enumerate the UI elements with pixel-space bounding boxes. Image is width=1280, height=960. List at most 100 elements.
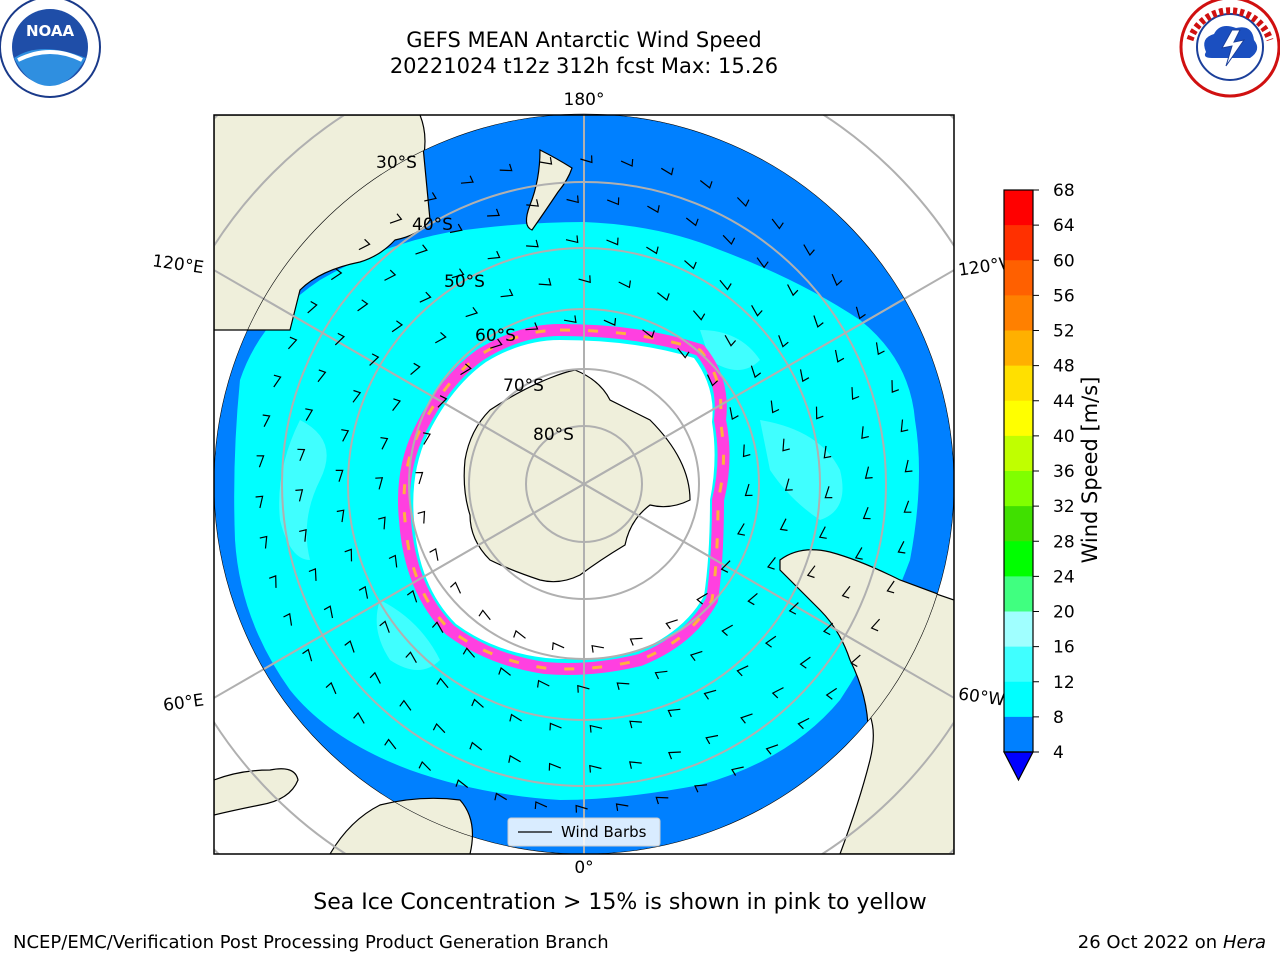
wind-barb bbox=[799, 656, 811, 669]
wind-barb bbox=[268, 575, 277, 588]
colorbar-tick-label: 4 bbox=[1053, 743, 1064, 763]
wind-barb bbox=[330, 268, 343, 281]
wind-barb bbox=[256, 455, 265, 468]
colorbar-tick-label: 28 bbox=[1053, 532, 1075, 552]
wind-barb bbox=[358, 585, 369, 599]
wind-barb bbox=[352, 389, 362, 403]
legend-label: Wind Barbs bbox=[561, 823, 647, 841]
wind-barb bbox=[750, 365, 762, 379]
wind-barb bbox=[307, 300, 318, 314]
wind-barb bbox=[449, 581, 462, 594]
colorbar-tick-label: 44 bbox=[1053, 392, 1075, 412]
wind-barb bbox=[513, 629, 526, 639]
wind-barb bbox=[353, 711, 365, 724]
wind-barb bbox=[262, 414, 271, 427]
colorbar-tick-label: 12 bbox=[1053, 673, 1075, 693]
wind-barb bbox=[606, 237, 619, 246]
colorbar-label: Wind Speed [m/s] bbox=[1078, 377, 1102, 564]
colorbar-tick-label: 32 bbox=[1053, 497, 1075, 517]
colorbar-segment bbox=[1004, 576, 1033, 612]
wind-barb bbox=[287, 336, 298, 350]
wind-barb bbox=[537, 679, 550, 688]
wind-barb bbox=[751, 305, 763, 317]
lat-label-80s: 80°S bbox=[533, 425, 574, 445]
wind-barb bbox=[685, 217, 699, 227]
colorbar-tick-label: 36 bbox=[1053, 462, 1075, 482]
wind-barb bbox=[358, 238, 371, 251]
wind-barb bbox=[703, 689, 717, 700]
wind-barb bbox=[509, 713, 522, 722]
colorbar-segment bbox=[1004, 330, 1033, 367]
wind-barb bbox=[788, 602, 799, 615]
wind-barb bbox=[526, 199, 539, 207]
wind-barb bbox=[797, 717, 810, 730]
colorbar-segment bbox=[1004, 716, 1033, 753]
wind-barb bbox=[317, 369, 327, 383]
antarctica-land bbox=[463, 369, 691, 583]
wind-barb bbox=[784, 478, 793, 491]
wind-barb bbox=[834, 349, 845, 363]
wind-barb bbox=[283, 612, 293, 626]
wind-barb bbox=[437, 395, 448, 408]
wind-barb bbox=[615, 803, 629, 811]
wind-barb bbox=[392, 398, 401, 411]
wind-barb bbox=[325, 681, 337, 695]
wind-barb bbox=[344, 640, 355, 653]
lon-label-60e: 60°E bbox=[162, 690, 205, 715]
wind-barb bbox=[684, 260, 697, 270]
wind-barb bbox=[575, 804, 588, 813]
wind-barb bbox=[824, 486, 833, 499]
wind-barb bbox=[460, 363, 472, 376]
wind-barb bbox=[462, 647, 476, 658]
wind-barb bbox=[900, 419, 909, 433]
wind-barb bbox=[803, 244, 815, 257]
wind-barb bbox=[419, 291, 432, 303]
wind-barb bbox=[705, 734, 719, 745]
lat-label-30s: 30°S bbox=[376, 153, 417, 173]
wind-barb bbox=[435, 331, 447, 344]
wind-barb bbox=[295, 489, 304, 502]
wind-barb bbox=[767, 557, 776, 570]
lon-label-180: 180° bbox=[564, 90, 605, 110]
colorbar-tick-label: 40 bbox=[1053, 427, 1075, 447]
wind-barb bbox=[667, 708, 681, 718]
wind-barb bbox=[692, 310, 706, 321]
wind-barb bbox=[549, 722, 562, 731]
colorbar-tick-label: 68 bbox=[1053, 181, 1075, 201]
wind-barb bbox=[655, 796, 669, 805]
wind-barb bbox=[823, 445, 832, 459]
wind-barb bbox=[806, 565, 816, 579]
wind-barb bbox=[855, 306, 866, 320]
colorbar-tick-label: 20 bbox=[1053, 603, 1075, 623]
latitude-labels: 30°S 40°S 50°S 60°S 70°S 80°S bbox=[376, 153, 574, 445]
wind-barb bbox=[357, 299, 369, 312]
wind-barb bbox=[500, 288, 514, 298]
wind-barb bbox=[369, 353, 380, 366]
wind-barb bbox=[799, 369, 810, 383]
colorbar-segment bbox=[1004, 506, 1033, 542]
wind-barb bbox=[815, 406, 824, 420]
footer-date: 26 Oct 2022 on Hera bbox=[1078, 932, 1266, 953]
wind-barb bbox=[779, 518, 788, 531]
wind-barb bbox=[297, 448, 306, 462]
colorbar-segment bbox=[1004, 541, 1033, 577]
wind-barb bbox=[417, 510, 426, 524]
wind-barb bbox=[721, 624, 733, 637]
wind-barb bbox=[886, 580, 895, 594]
wind-barb bbox=[436, 677, 449, 689]
wind-barb bbox=[469, 741, 483, 751]
wind-barb bbox=[657, 292, 670, 301]
colorbar-segment bbox=[1004, 295, 1033, 331]
wind-barb bbox=[499, 163, 513, 172]
chart-subtitle: 20221024 t12z 312h fcst Max: 15.26 bbox=[389, 54, 779, 78]
colorbar-tick-label: 52 bbox=[1053, 322, 1075, 342]
wind-barb bbox=[618, 280, 631, 289]
wind-barb bbox=[379, 620, 390, 633]
wind-barb bbox=[861, 426, 869, 439]
wind-barb bbox=[724, 335, 737, 347]
wind-barb bbox=[299, 529, 307, 542]
colorbar-segment bbox=[1004, 225, 1033, 261]
wind-barb bbox=[629, 761, 642, 769]
wind-barb bbox=[410, 362, 421, 376]
